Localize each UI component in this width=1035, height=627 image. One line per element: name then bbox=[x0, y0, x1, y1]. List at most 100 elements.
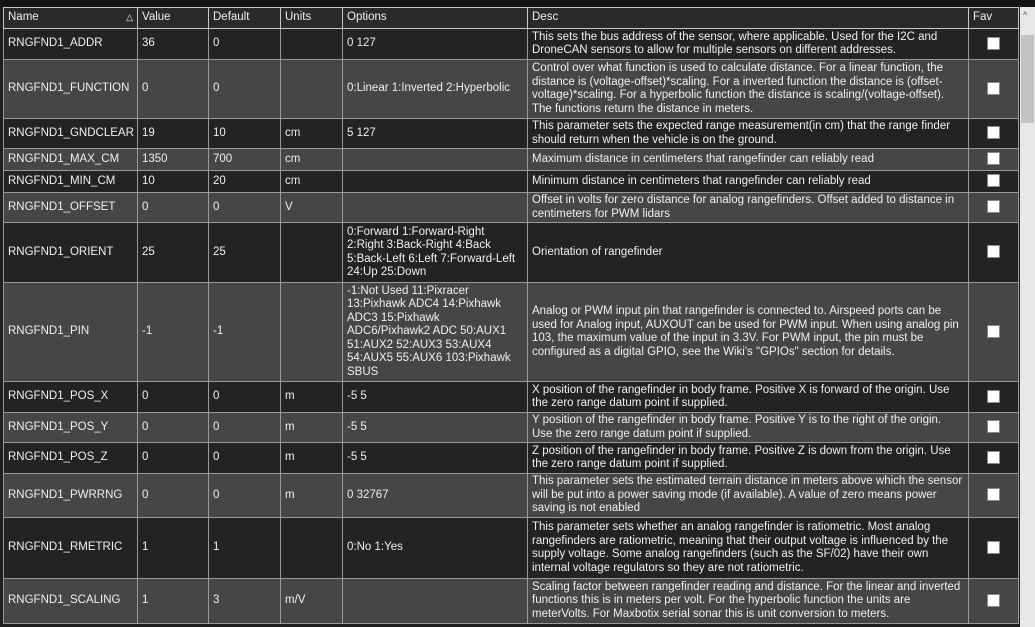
cell-fav bbox=[968, 59, 1019, 119]
cell-units bbox=[280, 59, 343, 119]
cell-default: 1 bbox=[208, 517, 281, 579]
table-row[interactable]: RNGFND1_RMETRIC 1 1 0:No 1:Yes This paramete… bbox=[3, 517, 1019, 579]
cell-desc: Orientation of rangefinder bbox=[527, 222, 969, 283]
table-row[interactable]: RNGFND1_OFFSET 0 0 V Offset in volts for zer… bbox=[3, 192, 1019, 223]
cell-units: V bbox=[280, 192, 343, 223]
cell-desc: This parameter sets whether an analog ra… bbox=[527, 517, 969, 579]
cell-fav bbox=[968, 578, 1019, 624]
cell-units bbox=[280, 282, 343, 382]
cell-value[interactable]: 0 bbox=[137, 192, 209, 223]
table-row[interactable]: RNGFND1_MAX_CM 1350 700 cm Maximum distance … bbox=[3, 148, 1019, 171]
cell-value[interactable]: 0 bbox=[137, 412, 209, 443]
favorite-checkbox[interactable] bbox=[987, 200, 1000, 214]
cell-desc: Maximum distance in centimeters that ran… bbox=[527, 148, 969, 171]
cell-default: 0 bbox=[208, 381, 281, 413]
cell-options: 0 32767 bbox=[342, 473, 528, 518]
column-header-value[interactable]: Value bbox=[137, 7, 209, 29]
favorite-checkbox[interactable] bbox=[987, 126, 1000, 140]
table-row[interactable]: RNGFND1_SCALING 1 3 m/V Scaling factor betwe… bbox=[3, 578, 1019, 624]
cell-value[interactable]: 10 bbox=[137, 170, 209, 193]
cell-name: RNGFND1_PWRRNG bbox=[3, 473, 138, 518]
column-header-default[interactable]: Default bbox=[208, 7, 281, 29]
cell-value[interactable]: 36 bbox=[137, 28, 209, 60]
cell-desc: Control over what function is used to ca… bbox=[527, 59, 969, 119]
scrollbar-thumb[interactable] bbox=[1021, 35, 1034, 123]
cell-fav bbox=[968, 442, 1019, 474]
favorite-checkbox[interactable] bbox=[987, 540, 1000, 554]
column-header-name[interactable]: Name △ bbox=[3, 7, 138, 29]
favorite-checkbox[interactable] bbox=[987, 488, 1000, 502]
cell-name: RNGFND1_MAX_CM bbox=[3, 148, 138, 171]
cell-default: 0 bbox=[208, 192, 281, 223]
favorite-checkbox[interactable] bbox=[987, 36, 1000, 50]
table-row[interactable]: RNGFND1_PWRRNG 0 0 m 0 32767 This parameter s… bbox=[3, 473, 1019, 518]
cell-default: 0 bbox=[208, 28, 281, 60]
table-row[interactable]: RNGFND1_MIN_CM 10 20 cm Minimum distance in … bbox=[3, 170, 1019, 193]
favorite-checkbox[interactable] bbox=[987, 324, 1000, 338]
cell-desc: This sets the bus address of the sensor,… bbox=[527, 28, 969, 60]
cell-value[interactable]: 0 bbox=[137, 473, 209, 518]
cell-fav bbox=[968, 148, 1019, 171]
cell-fav bbox=[968, 381, 1019, 413]
cell-value[interactable]: 0 bbox=[137, 381, 209, 413]
table-row[interactable]: RNGFND1_GNDCLEAR 19 10 cm 5 127 This paramete… bbox=[3, 118, 1019, 149]
favorite-checkbox[interactable] bbox=[987, 593, 1000, 607]
column-header-desc[interactable]: Desc bbox=[527, 7, 969, 29]
cell-units bbox=[280, 222, 343, 283]
column-header-options[interactable]: Options bbox=[342, 7, 528, 29]
cell-name: RNGFND1_OFFSET bbox=[3, 192, 138, 223]
cell-units bbox=[280, 517, 343, 579]
cell-default: 0 bbox=[208, 473, 281, 518]
cell-options: -1:Not Used 11:Pixracer 13:Pixhawk ADC4 … bbox=[342, 282, 528, 382]
favorite-checkbox[interactable] bbox=[987, 245, 1000, 259]
cell-value[interactable]: 1350 bbox=[137, 148, 209, 171]
cell-name: RNGFND1_POS_Y bbox=[3, 412, 138, 443]
cell-value[interactable]: 1 bbox=[137, 517, 209, 579]
cell-options: -5 5 bbox=[342, 381, 528, 413]
cell-fav bbox=[968, 222, 1019, 283]
column-header-units[interactable]: Units bbox=[280, 7, 343, 29]
cell-value[interactable]: 19 bbox=[137, 118, 209, 149]
table-row[interactable]: RNGFND1_ADDR 36 0 0 127 This sets the bus ad… bbox=[3, 28, 1019, 60]
favorite-checkbox[interactable] bbox=[987, 450, 1000, 464]
cell-value[interactable]: 0 bbox=[137, 59, 209, 119]
cell-fav bbox=[968, 170, 1019, 193]
cell-desc: Scaling factor between rangefinder readi… bbox=[527, 578, 969, 624]
cell-desc: X position of the rangefinder in body fr… bbox=[527, 381, 969, 413]
cell-units: m bbox=[280, 473, 343, 518]
table-row[interactable]: RNGFND1_FUNCTION 0 0 0:Linear 1:Inverted 2:… bbox=[3, 59, 1019, 119]
cell-options bbox=[342, 148, 528, 171]
table-row[interactable]: RNGFND1_PIN -1 -1 -1:Not Used 11:Pixracer 1… bbox=[3, 282, 1019, 382]
favorite-checkbox[interactable] bbox=[987, 174, 1000, 188]
cell-fav bbox=[968, 517, 1019, 579]
scroll-up-icon[interactable]: ^ bbox=[1023, 10, 1028, 20]
cell-units bbox=[280, 28, 343, 60]
cell-units: m bbox=[280, 381, 343, 413]
cell-fav bbox=[968, 473, 1019, 518]
favorite-checkbox[interactable] bbox=[987, 81, 1000, 95]
cell-value[interactable]: 1 bbox=[137, 578, 209, 624]
cell-default: 3 bbox=[208, 578, 281, 624]
cell-units: m bbox=[280, 442, 343, 474]
vertical-scrollbar[interactable]: ^ bbox=[1020, 7, 1035, 627]
favorite-checkbox[interactable] bbox=[987, 389, 1000, 403]
cell-value[interactable]: 25 bbox=[137, 222, 209, 283]
column-header-fav[interactable]: Fav bbox=[968, 7, 1019, 29]
cell-options bbox=[342, 578, 528, 624]
cell-default: 10 bbox=[208, 118, 281, 149]
favorite-checkbox[interactable] bbox=[987, 152, 1000, 166]
cell-options: -5 5 bbox=[342, 442, 528, 474]
cell-value[interactable]: -1 bbox=[137, 282, 209, 382]
cell-value[interactable]: 0 bbox=[137, 442, 209, 474]
cell-desc: Z position of the rangefinder in body fr… bbox=[527, 442, 969, 474]
cell-default: 25 bbox=[208, 222, 281, 283]
table-row[interactable]: RNGFND1_ORIENT 25 25 0:Forward 1:Forward-Ri… bbox=[3, 222, 1019, 283]
cell-default: 0 bbox=[208, 412, 281, 443]
cell-default: 0 bbox=[208, 442, 281, 474]
cell-options: 0:Linear 1:Inverted 2:Hyperbolic bbox=[342, 59, 528, 119]
favorite-checkbox[interactable] bbox=[987, 420, 1000, 434]
cell-name: RNGFND1_RMETRIC bbox=[3, 517, 138, 579]
